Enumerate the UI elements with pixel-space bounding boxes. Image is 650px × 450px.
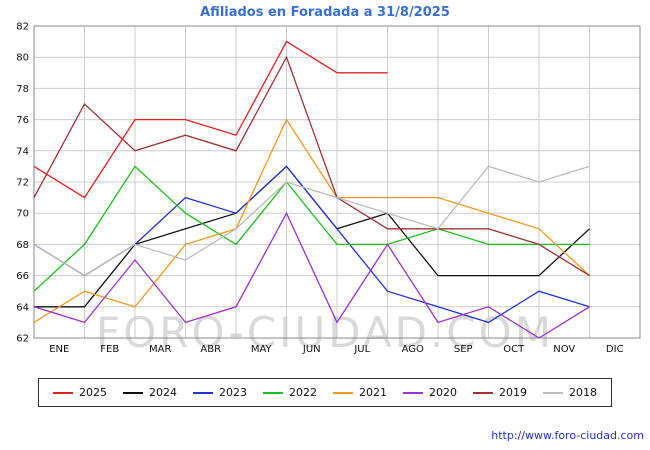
series-line-2021	[33, 118, 590, 323]
legend-label: 2019	[499, 386, 527, 399]
legend-label: 2022	[289, 386, 317, 399]
y-axis-label: 64	[16, 302, 29, 313]
y-axis-label: 76	[16, 115, 29, 126]
x-axis-label: ABR	[200, 344, 221, 355]
series-line-2018	[33, 165, 590, 277]
x-axis-label: JUN	[302, 344, 321, 355]
series-line-2019	[33, 55, 590, 277]
source-url-link[interactable]: http://www.foro-ciudad.com	[491, 429, 644, 442]
legend-item-2022: 2022	[263, 386, 317, 399]
y-axis-label: 68	[16, 240, 29, 251]
series-line-2024	[34, 165, 590, 308]
legend-label: 2025	[79, 386, 107, 399]
x-axis-label: MAY	[251, 344, 273, 355]
y-axis-label: 80	[16, 53, 29, 64]
x-axis-label: NOV	[553, 344, 575, 355]
legend-swatch-2018	[543, 391, 563, 394]
series-line-2022	[33, 165, 590, 292]
legend-swatch-2023	[193, 391, 213, 394]
legend-swatch-2025	[53, 391, 73, 394]
legend-item-2025: 2025	[53, 386, 107, 399]
x-axis-label: JUL	[353, 344, 370, 355]
legend-swatch-2019	[473, 391, 493, 394]
series-line-2025	[33, 40, 388, 199]
y-axis-label: 82	[16, 22, 29, 33]
legend-item-2023: 2023	[193, 386, 247, 399]
legend-label: 2024	[149, 386, 177, 399]
watermark-text: FORO-CIUDAD.COM	[96, 308, 554, 357]
legend: 2025 2024 2023 2022 2021 2020 2019 2018	[38, 378, 612, 407]
legend-item-2021: 2021	[333, 386, 387, 399]
legend-item-2019: 2019	[473, 386, 527, 399]
legend-label: 2018	[569, 386, 597, 399]
plot-border	[33, 25, 641, 339]
legend-swatch-2022	[263, 391, 283, 394]
chart-title: Afiliados en Foradada a 31/8/2025	[200, 5, 450, 20]
x-axis-label: AGO	[402, 344, 424, 355]
legend-swatch-2020	[403, 391, 423, 394]
legend-swatch-2024	[123, 391, 143, 394]
y-axis-label: 70	[16, 209, 29, 220]
y-axis-label: 62	[16, 334, 29, 345]
legend-item-2024: 2024	[123, 386, 177, 399]
y-axis-label: 78	[16, 84, 29, 95]
x-axis-label: OCT	[503, 344, 525, 355]
legend-swatch-2021	[333, 391, 353, 394]
series-line-2020	[33, 211, 590, 339]
legend-item-2020: 2020	[403, 386, 457, 399]
legend-label: 2021	[359, 386, 387, 399]
legend-label: 2020	[429, 386, 457, 399]
y-axis-label: 74	[16, 146, 29, 157]
y-axis-label: 72	[16, 178, 29, 189]
x-axis-label: ENE	[49, 344, 69, 355]
x-axis-label: SEP	[454, 344, 473, 355]
x-axis-label: MAR	[149, 344, 171, 355]
x-axis-label: DIC	[606, 344, 624, 355]
legend-label: 2023	[219, 386, 247, 399]
legend-item-2018: 2018	[543, 386, 597, 399]
y-axis-label: 66	[16, 271, 29, 282]
x-axis-label: FEB	[100, 344, 119, 355]
